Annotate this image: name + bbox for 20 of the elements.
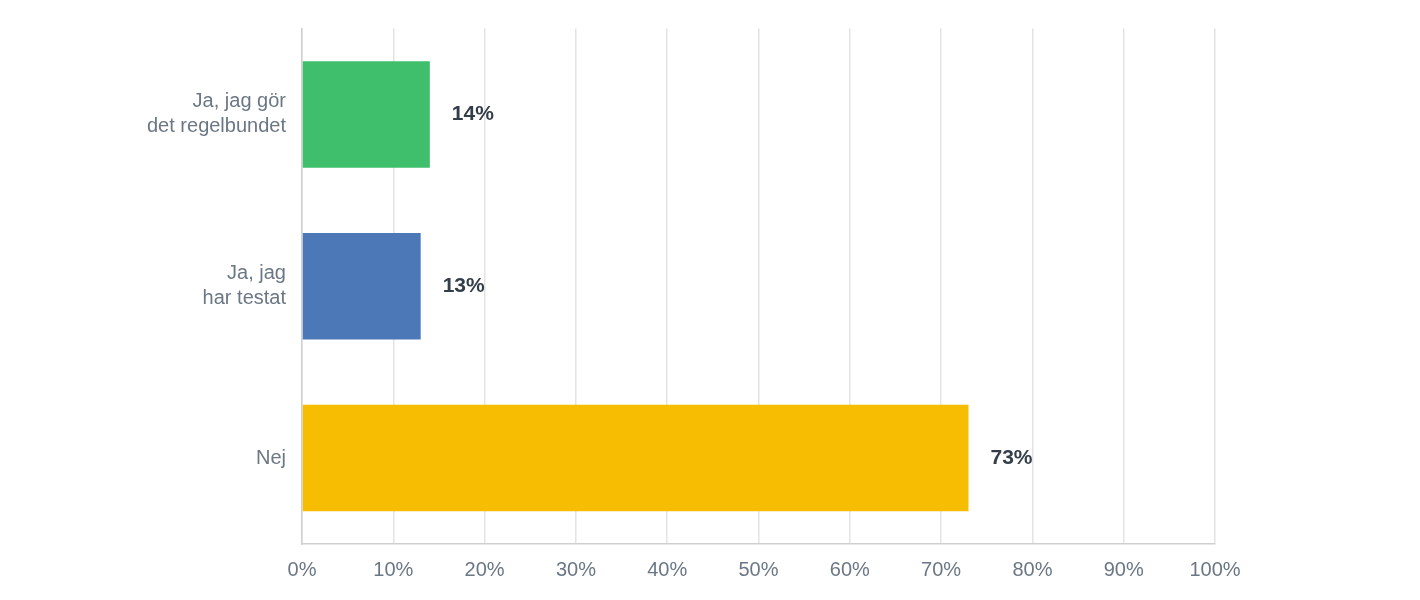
x-tick-label: 80%: [1012, 557, 1053, 580]
x-tick-label: 70%: [921, 557, 962, 580]
x-tick-label: 50%: [738, 557, 779, 580]
y-tick-label: Ja, jag gör det regelbundet: [146, 89, 287, 137]
bar: [302, 232, 421, 340]
x-tick-label: 30%: [555, 557, 597, 580]
x-tick-label: 90%: [1103, 557, 1144, 580]
bar: [302, 404, 969, 512]
data-label: 73%: [990, 444, 1033, 468]
x-tick-label: 0%: [287, 557, 317, 580]
bar: [302, 61, 430, 168]
x-tick-label: 40%: [647, 557, 688, 580]
x-tick-label: 100%: [1189, 557, 1241, 580]
data-label: 14%: [451, 101, 495, 125]
x-tick-label: 60%: [829, 557, 871, 580]
y-tick-label: Ja, jag har testat: [202, 261, 287, 309]
y-tick-label: Nej: [255, 445, 286, 468]
data-label: 13%: [442, 273, 486, 297]
x-tick-label: 10%: [373, 557, 414, 580]
x-tick-label: 20%: [464, 557, 505, 580]
